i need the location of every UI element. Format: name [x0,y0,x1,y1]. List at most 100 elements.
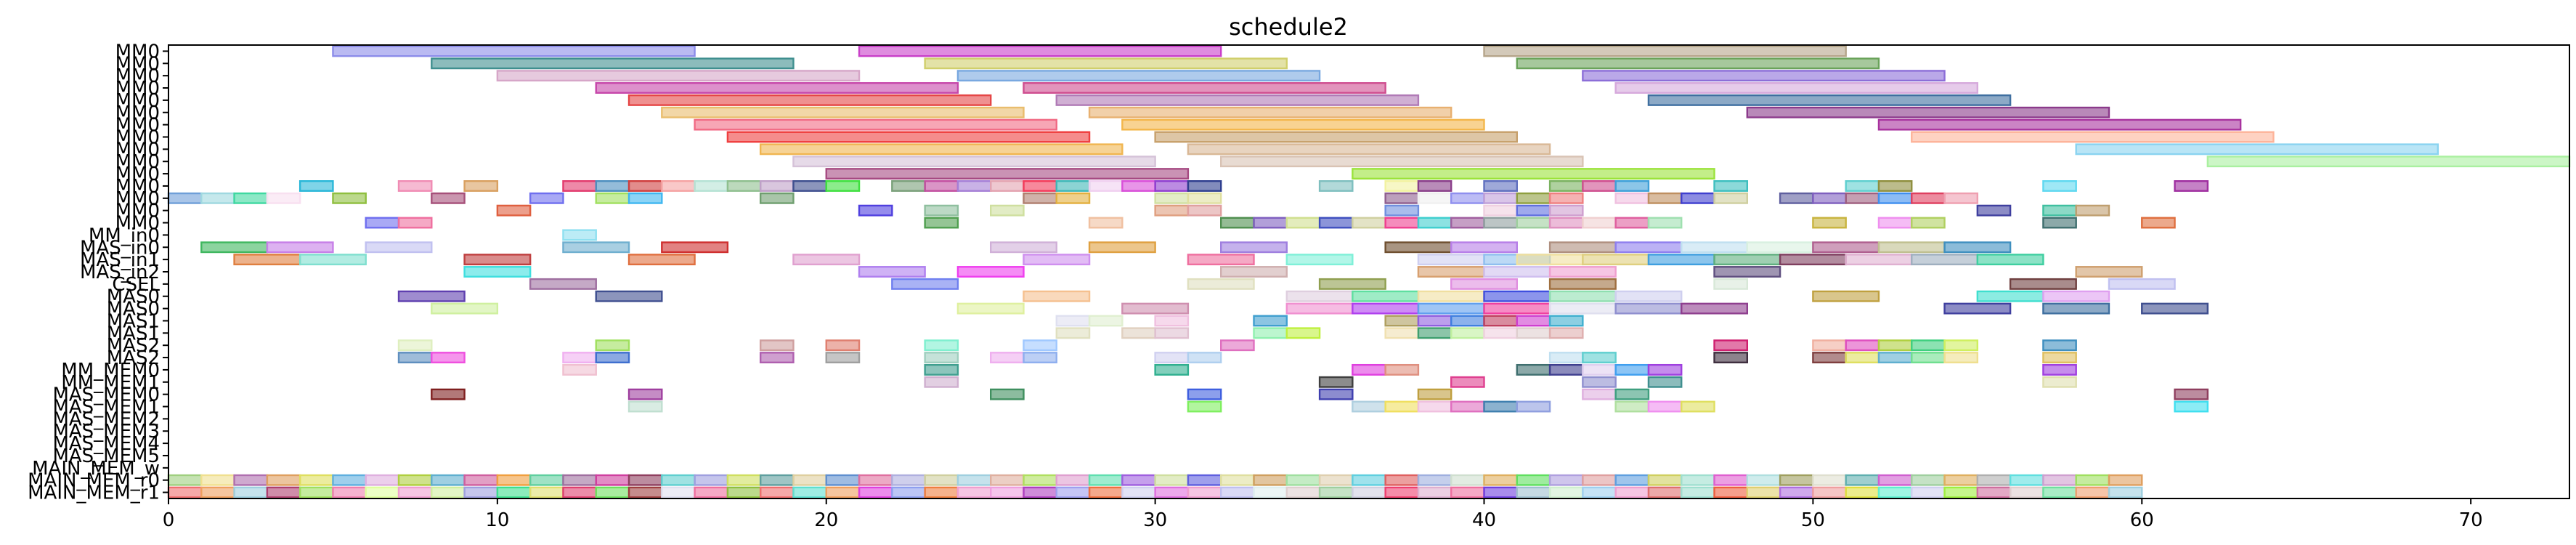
memory-slot-bar [1548,486,1584,498]
memory-slot-bar [595,474,630,486]
task-bar [1187,254,1255,266]
x-tick-label: 70 [2459,509,2483,531]
memory-slot-bar [956,486,992,498]
memory-slot-bar [1483,486,1518,498]
task-bar [1154,179,1190,192]
task-bar [1845,339,1880,352]
task-bar [1318,179,1354,192]
memory-slot-bar [496,474,532,486]
task-bar [1516,204,1551,217]
task-bar [627,179,663,192]
task-bar [1713,192,1749,204]
memory-slot-bar [694,486,729,498]
task-bar [1713,278,1749,290]
task-bar [1582,376,1617,388]
task-bar [1812,352,1847,363]
task-bar [2206,156,2571,168]
task-bar [2174,400,2209,413]
task-bar [1614,400,1650,413]
task-bar [1154,352,1190,363]
x-tick-label: 60 [2130,509,2154,531]
y-tick-label: MAS0 [107,299,160,320]
task-bar [1713,339,1749,352]
task-bar [956,302,1025,315]
y-tick-label: MM0 [115,213,160,235]
task-bar [1548,327,1584,339]
memory-slot-bar [1055,474,1091,486]
task-bar [1352,290,1420,302]
task-bar [1614,241,1683,254]
task-bar [1023,339,1057,352]
memory-slot-bar [1779,486,1814,498]
task-bar [1582,70,1946,82]
task-bar [1877,192,1913,204]
task-bar [1647,363,1683,376]
task-bar [2042,204,2077,217]
task-bar [1417,315,1452,327]
x-tick-label: 0 [163,509,175,531]
task-bar [1154,192,1190,204]
memory-slot-bar [529,474,564,486]
memory-slot-bar [2075,486,2110,498]
task-bar [627,94,992,106]
task-bar [1187,179,1222,192]
task-bar [431,388,466,400]
task-bar [1681,302,1749,315]
task-bar [1450,192,1485,204]
memory-slot-bar [298,474,334,486]
memory-slot-bar [1614,486,1650,498]
task-bar [595,192,630,204]
task-bar [1681,400,1715,413]
memory-slot-bar [1285,486,1321,498]
task-bar [1417,192,1452,204]
task-bar [1647,94,2012,106]
task-bar [1713,352,1749,363]
task-bar [2042,376,2077,388]
memory-slot-bar [1845,474,1880,486]
memory-slot-bar [2042,474,2077,486]
memory-slot-bar [496,486,532,498]
task-bar [2108,278,2176,290]
memory-slot-bar [1318,486,1354,498]
task-bar [1220,156,1584,168]
task-bar [1450,217,1485,229]
task-bar [1582,352,1617,363]
memory-slot-bar [397,474,433,486]
task-bar [1877,118,2242,131]
task-bar [1352,168,1715,180]
task-bar [759,179,795,192]
task-bar [1285,302,1354,315]
memory-slot-bar [1681,486,1715,498]
task-bar [1647,192,1683,204]
memory-slot-bar [1943,486,1979,498]
task-bar [1483,290,1551,302]
y-tick-label: MM0 [115,139,160,161]
y-tick-label: MM_MEM0 [61,360,160,382]
task-bar [1318,388,1354,400]
task-bar [661,241,729,254]
y-axis-ticks: MM0MM0MM0MM0MM0MM0MM0MM0MM0MM0MM0MM0MM0M… [28,41,168,504]
y-tick-label: MM0 [115,90,160,112]
task-bar [1187,192,1222,204]
task-bar [1647,400,1683,413]
task-bar [266,192,301,204]
task-bar [1943,352,1979,363]
task-bar [595,179,630,192]
task-bar [1877,241,1946,254]
task-bar [825,168,1190,180]
memory-slot-bar [2042,486,2077,498]
memory-slot-bar [1877,486,1913,498]
task-bar [1417,179,1452,192]
y-tick-label: MAS_MEM2 [52,408,160,430]
task-bar [463,254,532,266]
task-bar [1911,192,1946,204]
task-bar [792,179,827,192]
task-bar [2042,339,2077,352]
memory-slot-bar [1483,474,1518,486]
task-bar [1417,302,1485,315]
task-bar [1516,192,1551,204]
memory-slot-bar [1187,474,1222,486]
y-tick-label: MM0 [115,53,160,75]
task-bar [759,192,795,204]
task-bar [1877,352,1913,363]
